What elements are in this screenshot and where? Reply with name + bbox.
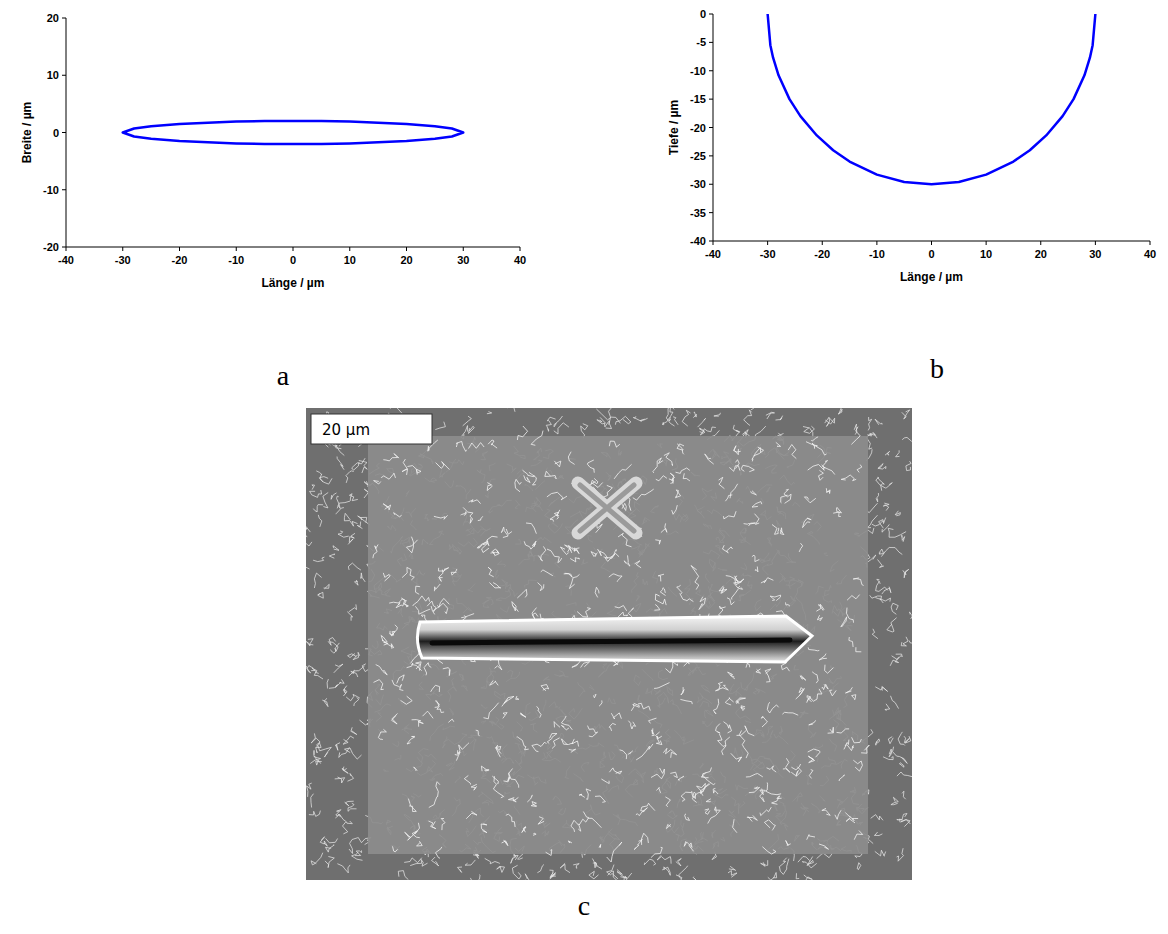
y-tick-label: 20 [47, 12, 59, 24]
cross-inner [580, 485, 634, 531]
x-tick-label: -10 [228, 254, 244, 266]
plot-area [768, 14, 1096, 184]
y-tick-label: -25 [690, 150, 706, 162]
x-tick [876, 241, 877, 245]
y-tick-label: 0 [53, 127, 59, 139]
x-tick [236, 247, 237, 251]
micrograph-image [306, 408, 912, 880]
x-tick-label: 10 [344, 254, 356, 266]
x-tick-label: 0 [928, 248, 934, 260]
x-tick-label: -20 [814, 248, 830, 260]
y-tick-label: -15 [690, 93, 706, 105]
x-tick-label: -30 [115, 254, 131, 266]
y-tick-label: -30 [690, 178, 706, 190]
panel-label: a [277, 360, 290, 391]
y-tick [709, 14, 713, 15]
x-tick [406, 247, 407, 251]
groove [417, 616, 812, 662]
x-axis-title: Länge / µm [262, 276, 325, 290]
y-tick [709, 70, 713, 71]
x-tick [713, 241, 714, 245]
y-tick-label: -40 [690, 235, 706, 247]
y-tick-label: -5 [696, 36, 706, 48]
x-tick [1150, 241, 1151, 245]
cross-marker [578, 483, 636, 533]
x-tick [931, 241, 932, 245]
data-line [768, 14, 1096, 184]
surface-texture [373, 426, 869, 862]
panel-label: c [578, 890, 590, 921]
x-tick-label: -30 [760, 248, 776, 260]
cross-outer [578, 483, 636, 533]
figure: -40 -30 -20 -10 0 10 20 30 40 -20 -10 0 10 20 Länge / … [0, 0, 1168, 934]
x-tick [986, 241, 987, 245]
x-tick-label: -20 [172, 254, 188, 266]
y-tick-label: -20 [690, 122, 706, 134]
y-tick-label: -10 [43, 184, 59, 196]
milled-region [368, 436, 868, 854]
y-axis-title: Breite / µm [20, 102, 34, 164]
x-tick-label: -40 [58, 254, 74, 266]
x-tick [293, 247, 294, 251]
y-tick-label: -35 [690, 207, 706, 219]
micrograph-background [306, 408, 912, 880]
y-tick-label: -10 [690, 65, 706, 77]
x-tick [1040, 241, 1041, 245]
y-tick [62, 75, 66, 76]
x-tick-label: 10 [980, 248, 992, 260]
y-tick [709, 212, 713, 213]
x-tick [463, 247, 464, 251]
x-axis-title: Länge / µm [900, 270, 963, 284]
x-tick [767, 241, 768, 245]
x-tick-label: -10 [869, 248, 885, 260]
groove-bottom [432, 640, 790, 643]
panel-label: b [930, 353, 944, 384]
x-tick-label: 30 [457, 254, 469, 266]
groove-body [417, 616, 812, 662]
x-tick-label: 0 [290, 254, 296, 266]
x-tick [349, 247, 350, 251]
x-tick [179, 247, 180, 251]
chart: -40 -30 -20 -10 0 10 20 30 40 -40 -35 -30 -25 -20 -15 -… [667, 8, 1156, 284]
x-tick [822, 241, 823, 245]
y-tick [62, 132, 66, 133]
x-tick [1095, 241, 1096, 245]
y-tick [709, 99, 713, 100]
x-tick-label: 20 [400, 254, 412, 266]
x-tick [520, 247, 521, 251]
chart: -40 -30 -20 -10 0 10 20 30 40 -20 -10 0 10 20 Länge / … [20, 12, 526, 290]
scale-bar-label: 20 µm [322, 421, 370, 439]
surface-texture [306, 408, 912, 880]
y-tick [62, 18, 66, 19]
x-tick-label: -40 [705, 248, 721, 260]
y-tick [709, 155, 713, 156]
x-tick-label: 40 [514, 254, 526, 266]
x-tick [122, 247, 123, 251]
plot-area [123, 121, 464, 144]
y-tick [62, 189, 66, 190]
micrograph: 20 µm [294, 392, 917, 889]
y-tick [709, 127, 713, 128]
x-tick-label: 40 [1144, 248, 1156, 260]
scale-bar-box [311, 414, 432, 444]
x-tick-label: 30 [1089, 248, 1101, 260]
y-tick-label: 0 [700, 8, 706, 20]
y-tick-label: 10 [47, 69, 59, 81]
y-tick [709, 184, 713, 185]
y-tick [709, 42, 713, 43]
x-tick [66, 247, 67, 251]
x-tick-label: 20 [1035, 248, 1047, 260]
y-axis-title: Tiefe / µm [667, 100, 681, 155]
y-tick-label: -20 [43, 241, 59, 253]
y-tick [709, 241, 713, 242]
data-line [123, 121, 464, 144]
y-tick [62, 247, 66, 248]
